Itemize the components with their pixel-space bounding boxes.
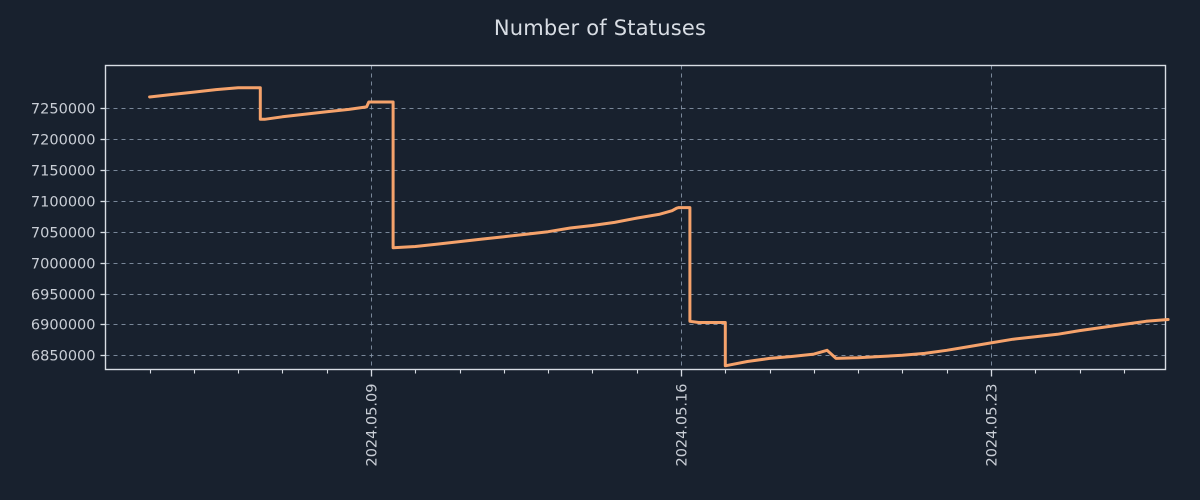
- chart-title: Number of Statuses: [493, 16, 707, 40]
- horizontal-gridlines: [105, 108, 1166, 356]
- y-tick-label: 6900000: [31, 318, 96, 334]
- y-tick-label: 7150000: [31, 164, 96, 180]
- y-tick-label: 7100000: [31, 195, 96, 211]
- x-tick-label: 2024.05.23: [985, 384, 1001, 467]
- y-tick-label: 7000000: [31, 257, 96, 273]
- y-tick-label: 7050000: [31, 226, 96, 242]
- y-tick-label: 6850000: [31, 349, 96, 365]
- x-axis-tick-labels: 2024.05.09 2024.05.16 2024.05.23: [365, 384, 1001, 467]
- y-tick-label: 7250000: [31, 102, 96, 118]
- x-tick-label: 2024.05.09: [365, 384, 381, 467]
- data-series-line: [148, 86, 1170, 368]
- y-tick-label: 7200000: [31, 133, 96, 149]
- x-tick-label: 2024.05.16: [675, 384, 691, 467]
- y-axis-tick-marks: [100, 107, 106, 357]
- y-axis-tick-labels: 6850000 6900000 6950000 7000000 7050000 71000…: [31, 102, 96, 365]
- vertical-gridlines: [370, 65, 993, 377]
- plot-area-border: [104, 64, 1167, 371]
- y-tick-label: 6950000: [31, 288, 96, 304]
